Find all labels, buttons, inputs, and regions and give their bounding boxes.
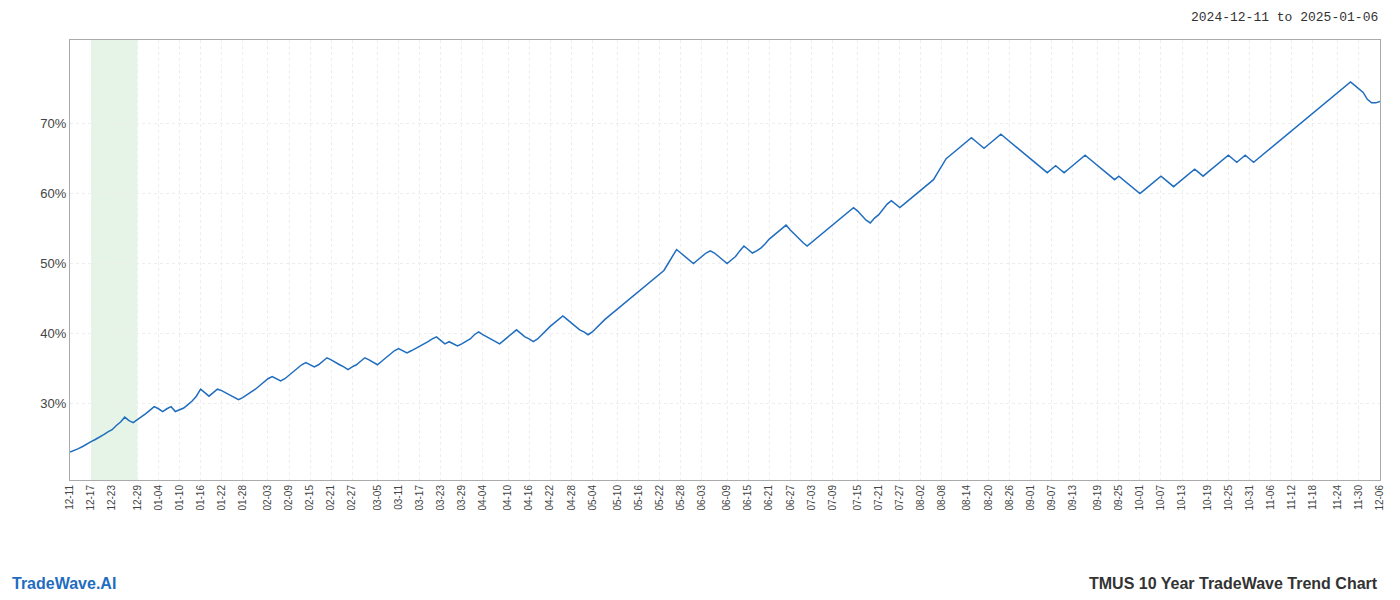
svg-text:02-27: 02-27 [346, 485, 357, 511]
svg-text:01-28: 01-28 [237, 485, 248, 511]
svg-text:08-08: 08-08 [936, 485, 947, 511]
svg-text:09-01: 09-01 [1025, 485, 1036, 511]
svg-text:01-10: 01-10 [174, 485, 185, 511]
svg-text:05-28: 05-28 [675, 485, 686, 511]
svg-text:08-20: 08-20 [983, 485, 994, 511]
svg-text:04-28: 04-28 [566, 485, 577, 511]
svg-text:12-29: 12-29 [132, 485, 143, 511]
svg-text:01-16: 01-16 [195, 485, 206, 511]
svg-text:12-11: 12-11 [64, 485, 75, 510]
svg-text:07-21: 07-21 [873, 485, 884, 511]
svg-text:02-03: 02-03 [262, 485, 273, 511]
svg-text:09-19: 09-19 [1092, 485, 1103, 511]
svg-text:05-16: 05-16 [633, 485, 644, 511]
svg-text:06-21: 06-21 [763, 485, 774, 511]
svg-text:01-04: 01-04 [153, 485, 164, 511]
svg-text:03-11: 03-11 [393, 485, 404, 510]
svg-text:04-04: 04-04 [477, 485, 488, 511]
svg-text:10-31: 10-31 [1244, 485, 1255, 511]
svg-text:12-23: 12-23 [106, 485, 117, 511]
svg-text:07-09: 07-09 [827, 485, 838, 511]
svg-text:2024-12-11 to 2025-01-06: 2024-12-11 to 2025-01-06 [1191, 10, 1378, 25]
svg-text:01-22: 01-22 [216, 485, 227, 511]
svg-text:03-17: 03-17 [414, 485, 425, 511]
svg-text:08-26: 08-26 [1004, 485, 1015, 511]
svg-text:10-19: 10-19 [1202, 485, 1213, 511]
svg-text:50%: 50% [40, 256, 66, 271]
svg-text:30%: 30% [40, 396, 66, 411]
svg-text:12-06: 12-06 [1374, 485, 1385, 511]
svg-text:06-27: 06-27 [785, 485, 796, 511]
svg-text:11-24: 11-24 [1332, 485, 1343, 510]
svg-text:02-15: 02-15 [304, 485, 315, 511]
svg-text:02-09: 02-09 [283, 485, 294, 511]
svg-text:02-21: 02-21 [325, 485, 336, 511]
svg-text:40%: 40% [40, 326, 66, 341]
svg-text:03-23: 03-23 [435, 485, 446, 511]
svg-text:10-07: 10-07 [1155, 485, 1166, 511]
svg-text:70%: 70% [40, 116, 66, 131]
svg-text:09-25: 09-25 [1113, 485, 1124, 511]
svg-text:11-12: 11-12 [1286, 485, 1297, 510]
svg-text:TradeWave.AI: TradeWave.AI [12, 575, 116, 592]
svg-text:10-25: 10-25 [1223, 485, 1234, 511]
svg-text:11-30: 11-30 [1353, 485, 1364, 510]
svg-text:05-04: 05-04 [587, 485, 598, 511]
svg-text:04-16: 04-16 [523, 485, 534, 511]
svg-text:11-18: 11-18 [1307, 485, 1318, 510]
svg-text:10-01: 10-01 [1134, 485, 1145, 511]
svg-text:TMUS 10 Year TradeWave Trend C: TMUS 10 Year TradeWave Trend Chart [1089, 575, 1378, 592]
svg-text:04-10: 04-10 [502, 485, 513, 511]
svg-text:06-03: 06-03 [696, 485, 707, 511]
svg-text:12-17: 12-17 [85, 485, 96, 511]
svg-text:06-15: 06-15 [742, 485, 753, 511]
svg-text:11-06: 11-06 [1265, 485, 1276, 510]
svg-text:09-13: 09-13 [1067, 485, 1078, 511]
svg-text:08-02: 08-02 [915, 485, 926, 511]
svg-text:07-15: 07-15 [852, 485, 863, 511]
svg-text:05-22: 05-22 [654, 485, 665, 511]
svg-text:03-29: 03-29 [456, 485, 467, 511]
svg-text:09-07: 09-07 [1046, 485, 1057, 511]
svg-text:05-10: 05-10 [612, 485, 623, 511]
svg-text:08-14: 08-14 [961, 485, 972, 511]
svg-text:03-05: 03-05 [372, 485, 383, 511]
svg-text:60%: 60% [40, 186, 66, 201]
svg-text:07-27: 07-27 [894, 485, 905, 511]
svg-text:10-13: 10-13 [1176, 485, 1187, 511]
svg-text:06-09: 06-09 [721, 485, 732, 511]
svg-text:04-22: 04-22 [544, 485, 555, 511]
svg-text:07-03: 07-03 [806, 485, 817, 511]
